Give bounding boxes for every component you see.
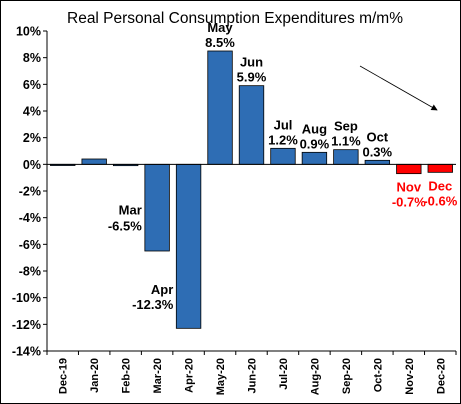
- data-label-value: 1.2%: [268, 132, 298, 147]
- y-tick-label: -2%: [19, 185, 41, 199]
- bar-mar-20: [144, 163, 170, 252]
- y-tick-label: 6%: [23, 78, 41, 92]
- x-tick-label: Jun-20: [247, 358, 259, 393]
- data-label-value: 1.1%: [331, 134, 361, 149]
- y-tick-label: 2%: [23, 131, 41, 145]
- data-label-month: Mar: [119, 203, 142, 218]
- data-label-value: -0.6%: [423, 193, 457, 208]
- x-tick-label: Feb-20: [121, 358, 133, 393]
- y-tick-label: -8%: [19, 265, 41, 279]
- trend-arrow-line: [359, 65, 438, 111]
- x-tick-label: Jan-20: [89, 358, 101, 393]
- bar-may-20: [207, 50, 233, 165]
- x-tick-label: Aug-20: [309, 358, 321, 395]
- data-label-value: -12.3%: [132, 297, 174, 312]
- x-tick-label: Oct-20: [372, 358, 384, 392]
- data-label-month: Jul: [274, 117, 293, 132]
- y-tick-label: -6%: [19, 238, 41, 252]
- y-tick-label: -10%: [12, 291, 41, 305]
- bar-jan-20: [81, 158, 107, 165]
- bar-dec-20: [427, 163, 453, 173]
- data-label-value: -0.7%: [392, 195, 426, 210]
- x-tick-label: Mar-20: [152, 358, 164, 393]
- bar-jun-20: [238, 85, 265, 165]
- trend-arrow: [359, 65, 438, 111]
- bar-oct-20: [364, 159, 391, 165]
- data-label-value: 0.9%: [300, 136, 330, 151]
- data-label-month: May: [207, 20, 233, 35]
- data-label-month: Dec: [428, 178, 452, 193]
- y-tick-label: -14%: [12, 345, 41, 359]
- data-label-month: Jun: [240, 55, 263, 70]
- x-tick-label: Dec-19: [58, 358, 70, 394]
- x-tick-label: Jul-20: [278, 358, 290, 390]
- chart-title: Real Personal Consumption Expenditures m…: [67, 10, 403, 27]
- data-label-value: 8.5%: [205, 35, 235, 50]
- data-label-value: -6.5%: [108, 219, 142, 234]
- y-tick-label: 4%: [23, 105, 41, 119]
- data-label-month: Nov: [397, 180, 422, 195]
- bar-aug-20: [301, 151, 328, 165]
- bar-jul-20: [270, 147, 296, 165]
- bar-apr-20: [175, 163, 202, 329]
- y-tick-label: 10%: [16, 25, 41, 39]
- y-axis: 10% 8% 6% 4% 2% 0% -2% -4% -6% -8% -10% -12% -14%: [12, 25, 48, 359]
- x-axis: Dec-19 Jan-20 Feb-20 Mar-20 Apr-20 May-20 Jun-…: [46, 163, 457, 395]
- x-tick-label: Apr-20: [184, 358, 196, 393]
- data-label-month: Sep: [334, 119, 358, 134]
- data-label-month: Oct: [366, 129, 388, 144]
- y-tick-label: 0%: [23, 158, 41, 172]
- x-tick-label: Sep-20: [341, 358, 353, 394]
- y-tick-label: 8%: [23, 51, 41, 65]
- data-label-month: Apr: [151, 282, 173, 297]
- y-tick-label: -12%: [12, 318, 41, 332]
- x-tick-label: May-20: [215, 358, 227, 395]
- data-label-value: 0.3%: [362, 144, 392, 159]
- data-label-month: Aug: [302, 121, 327, 136]
- x-tick-label: Dec-20: [435, 358, 447, 394]
- y-tick-label: -4%: [19, 211, 41, 225]
- bar-sep-20: [333, 149, 359, 165]
- x-tick-label: Nov-20: [404, 358, 416, 395]
- bars: [50, 50, 453, 329]
- data-label-value: 5.9%: [237, 70, 267, 85]
- bar-nov-20: [396, 163, 422, 175]
